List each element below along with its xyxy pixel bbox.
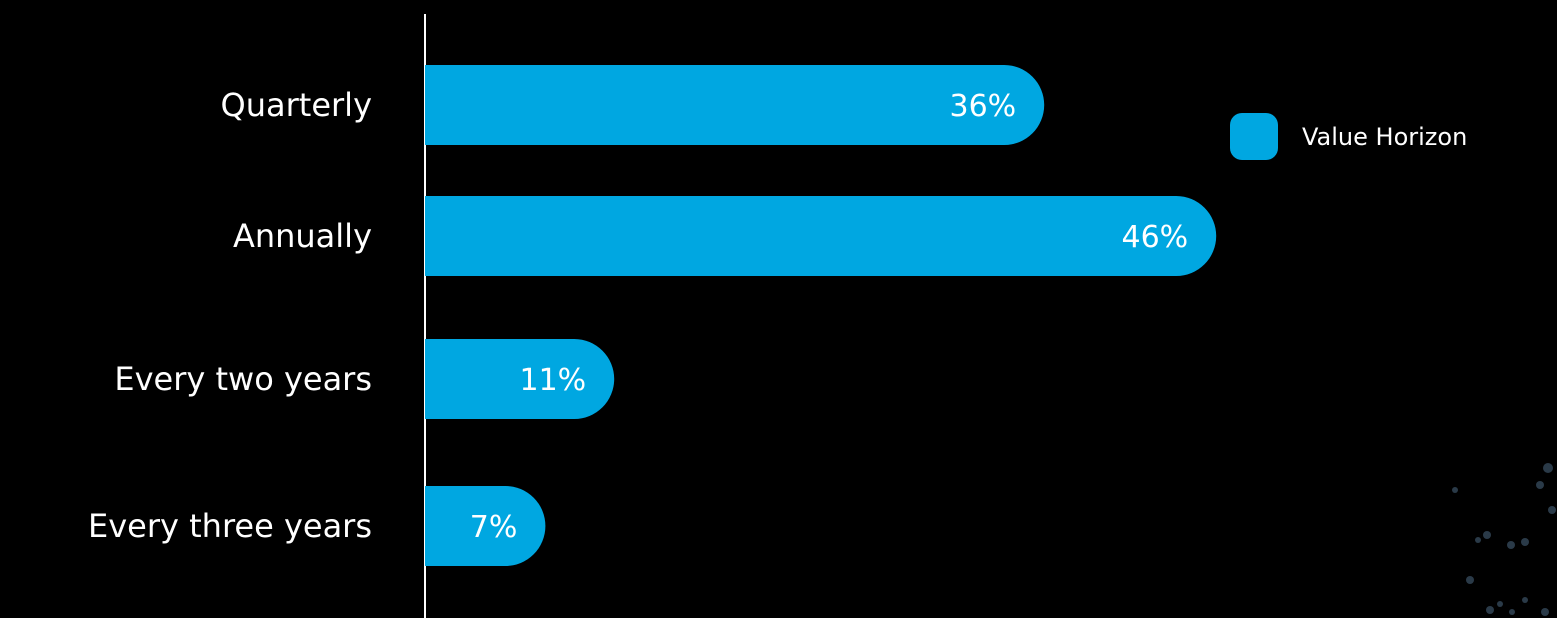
bar-every-three-years bbox=[425, 486, 546, 566]
bars-group bbox=[425, 65, 1217, 566]
value-label: 46% bbox=[1122, 220, 1189, 255]
value-labels-group: 36% 46% 11% 7% bbox=[470, 89, 1188, 545]
category-label: Quarterly bbox=[221, 86, 372, 124]
category-label: Every three years bbox=[88, 507, 372, 545]
decorative-dots bbox=[1452, 463, 1556, 616]
category-label: Every two years bbox=[114, 360, 372, 398]
value-label: 7% bbox=[470, 510, 518, 545]
bar-annually bbox=[425, 196, 1217, 276]
value-label: 11% bbox=[520, 363, 587, 398]
category-labels-group: Quarterly Annually Every two years Every th… bbox=[88, 86, 372, 545]
legend-swatch bbox=[1230, 113, 1278, 160]
value-label: 36% bbox=[950, 89, 1017, 124]
bar-every-two-years bbox=[425, 339, 615, 419]
bar-quarterly bbox=[425, 65, 1045, 145]
legend: Value Horizon bbox=[1230, 113, 1467, 160]
category-label: Annually bbox=[233, 217, 372, 255]
legend-label: Value Horizon bbox=[1302, 123, 1467, 151]
